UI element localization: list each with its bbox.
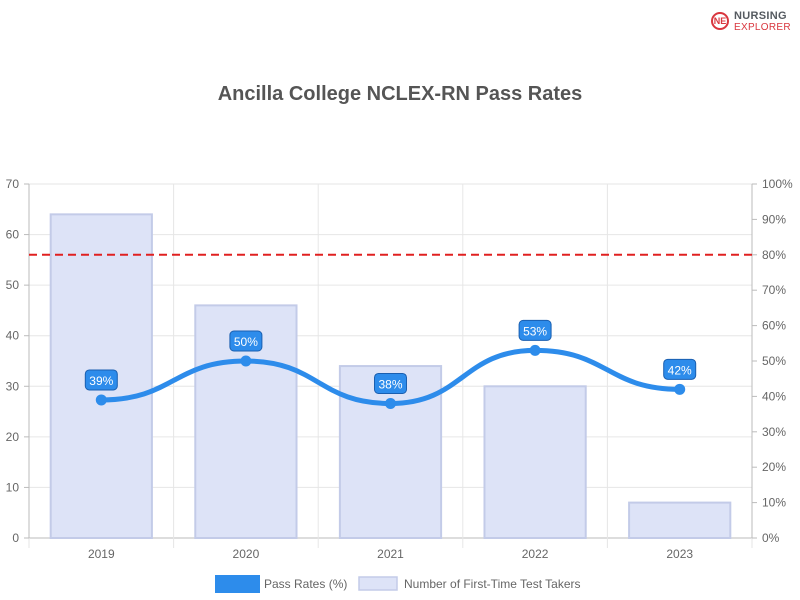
- legend: Pass Rates (%) Number of First-Time Test …: [215, 575, 580, 593]
- pass-rate-point: [240, 355, 252, 367]
- left-tick-label: 40: [6, 329, 20, 343]
- line-series: 39% 50% 38% 53% 42%: [84, 319, 697, 409]
- pass-rate-point: [385, 397, 396, 409]
- x-tick-label: 2023: [666, 547, 693, 561]
- right-tick-label: 60%: [762, 319, 786, 333]
- data-label-box: [374, 372, 407, 394]
- right-tick-label: 30%: [762, 425, 786, 439]
- bar: [338, 365, 443, 539]
- left-tick-label: 10: [6, 480, 20, 494]
- left-tick-label: 20: [6, 430, 20, 444]
- right-tick-label: 0%: [762, 531, 780, 545]
- legend-label-test-takers: Number of First-Time Test Takers: [404, 577, 580, 591]
- data-label-box: [663, 358, 697, 380]
- right-tick-label: 100%: [762, 177, 793, 191]
- left-tick-label: 50: [6, 278, 20, 292]
- data-label-box: [518, 319, 552, 341]
- left-tick-label: 30: [6, 379, 20, 393]
- bar-series: [49, 213, 732, 540]
- right-tick-label: 80%: [762, 248, 786, 262]
- chart-title: Ancilla College NCLEX-RN Pass Rates: [218, 83, 583, 105]
- legend-swatch-pass-rates: [215, 575, 260, 593]
- axes: 0 10 20 30 40 50 60 70 0% 10% 20% 30% 40% 50% 60% 70% 80…: [6, 177, 793, 561]
- right-tick-label: 50%: [762, 354, 786, 368]
- bar: [628, 501, 732, 540]
- data-label-box: [229, 330, 263, 352]
- right-tick-label: 20%: [762, 460, 786, 474]
- logo-mark-icon: NE: [711, 12, 729, 30]
- left-tick-label: 70: [6, 177, 20, 191]
- nursing-explorer-logo: NE NURSING EXPLORER: [709, 9, 793, 35]
- data-label: 53%: [523, 324, 547, 338]
- right-tick-label: 70%: [762, 283, 786, 297]
- legend-swatch-test-takers: [358, 576, 398, 591]
- data-label: 38%: [378, 377, 402, 391]
- legend-label-pass-rates: Pass Rates (%): [264, 577, 347, 591]
- x-tick-label: 2019: [88, 547, 115, 561]
- data-label-box: [84, 369, 118, 391]
- data-label: 39%: [89, 374, 113, 388]
- x-tick-label: 2021: [377, 547, 404, 561]
- x-tick-label: 2020: [233, 547, 260, 561]
- data-label: 42%: [668, 363, 692, 377]
- logo-line2: EXPLORER: [734, 22, 791, 33]
- pass-rate-point: [529, 344, 541, 356]
- right-tick-label: 90%: [762, 212, 786, 226]
- right-tick-label: 40%: [762, 389, 786, 403]
- data-label: 50%: [234, 335, 258, 349]
- right-tick-label: 10%: [762, 496, 786, 510]
- bar: [483, 385, 587, 539]
- x-tick-label: 2022: [522, 547, 549, 561]
- pass-rate-point: [674, 383, 686, 395]
- left-tick-label: 60: [6, 228, 20, 242]
- logo-line1: NURSING: [734, 10, 787, 22]
- left-tick-label: 0: [12, 531, 19, 545]
- pass-rate-point: [95, 394, 107, 406]
